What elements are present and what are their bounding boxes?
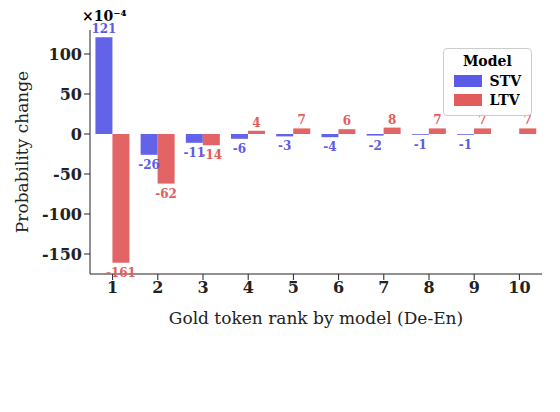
svg-text:4: 4 [252, 116, 260, 130]
html-text:STV: STV [489, 73, 521, 89]
svg-text:9: 9 [469, 278, 480, 297]
svg-text:-3: -3 [278, 139, 291, 153]
svg-text:Probability change: Probability change [12, 71, 32, 233]
svg-text:1: 1 [107, 278, 118, 297]
svg-text:-6: -6 [233, 142, 246, 156]
svg-text:-11: -11 [183, 145, 206, 160]
svg-text:7: 7 [298, 113, 306, 127]
svg-text:7: 7 [524, 113, 532, 127]
svg-text:8: 8 [388, 113, 396, 127]
svg-text:6: 6 [333, 278, 344, 297]
svg-text:-14: -14 [200, 148, 222, 162]
svg-text:-1: -1 [459, 138, 472, 152]
svg-text:6: 6 [343, 114, 351, 128]
svg-text:-4: -4 [323, 140, 336, 154]
svg-text:4: 4 [243, 278, 254, 297]
svg-text:-26: -26 [138, 158, 160, 172]
svg-text:121: 121 [91, 22, 116, 36]
svg-text:-100: -100 [42, 205, 82, 224]
svg-text:7: 7 [478, 113, 486, 127]
svg-text:100: 100 [49, 45, 82, 64]
svg-text:7: 7 [433, 113, 441, 127]
html-text:×10⁻⁴: ×10⁻⁴ [82, 8, 127, 24]
svg-text:-161: -161 [106, 266, 136, 280]
svg-text:50: 50 [60, 85, 82, 104]
svg-text:-50: -50 [53, 165, 82, 184]
svg-text:-62: -62 [155, 187, 177, 201]
svg-text:3: 3 [197, 278, 208, 297]
svg-text:Gold token rank by model (De-E: Gold token rank by model (De-En) [169, 308, 463, 328]
svg-text:2: 2 [152, 278, 163, 297]
svg-text:-150: -150 [42, 245, 82, 264]
html-text:Model: Model [462, 53, 512, 69]
svg-text:7: 7 [378, 278, 389, 297]
svg-text:10: 10 [508, 278, 530, 297]
svg-text:0: 0 [71, 125, 82, 144]
svg-text:-1: -1 [414, 138, 427, 152]
html-text:LTV: LTV [489, 92, 520, 108]
svg-text:8: 8 [423, 278, 434, 297]
svg-text:-2: -2 [368, 139, 381, 153]
svg-text:5: 5 [288, 278, 299, 297]
